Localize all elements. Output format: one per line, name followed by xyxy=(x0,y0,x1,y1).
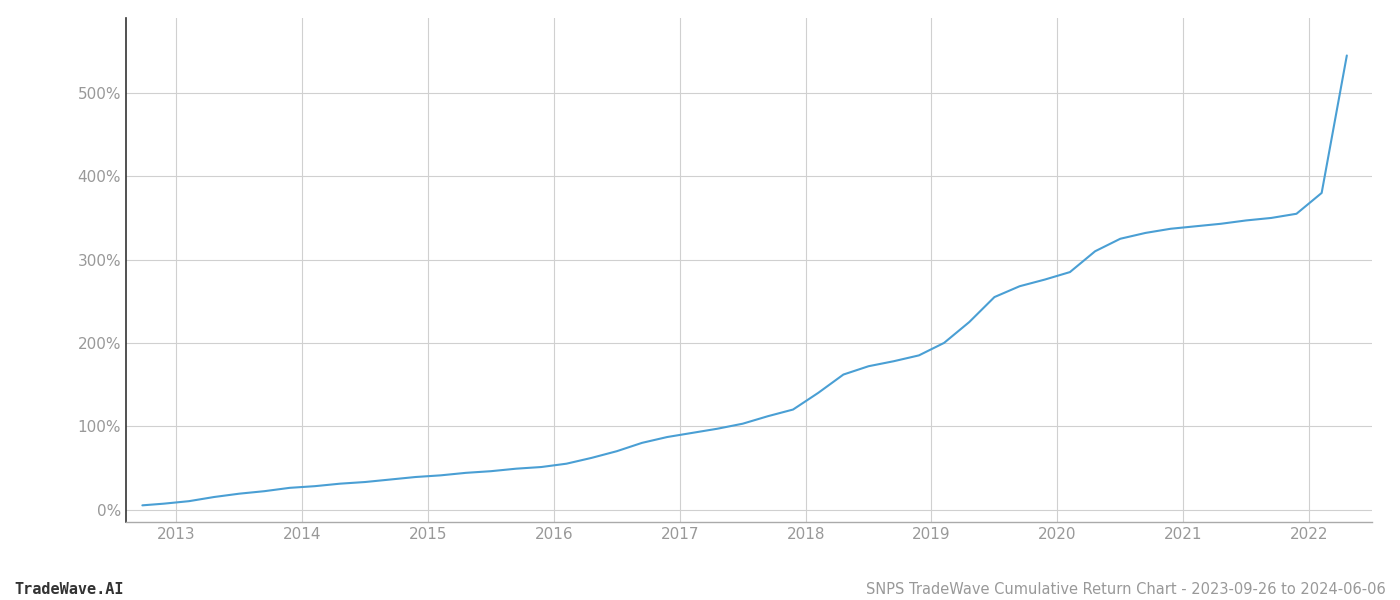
Text: SNPS TradeWave Cumulative Return Chart - 2023-09-26 to 2024-06-06: SNPS TradeWave Cumulative Return Chart -… xyxy=(867,582,1386,597)
Text: TradeWave.AI: TradeWave.AI xyxy=(14,582,123,597)
